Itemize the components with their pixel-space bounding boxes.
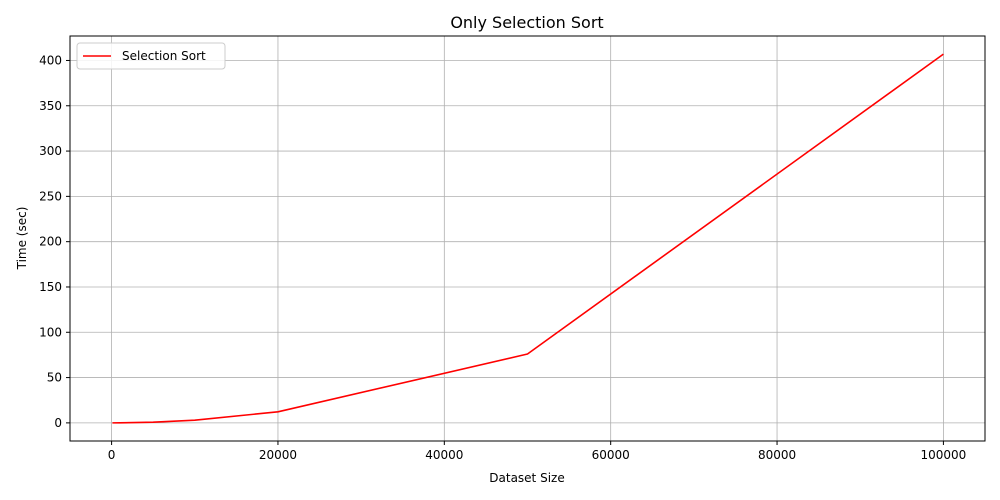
x-axis-label: Dataset Size bbox=[489, 471, 564, 485]
legend-label-selection-sort: Selection Sort bbox=[122, 49, 206, 63]
x-tick-label: 20000 bbox=[259, 448, 297, 462]
chart-title: Only Selection Sort bbox=[450, 13, 603, 32]
x-tick-label: 60000 bbox=[592, 448, 630, 462]
y-tick-label: 300 bbox=[39, 144, 62, 158]
series-layer bbox=[112, 53, 944, 424]
series-line-selection-sort bbox=[112, 53, 944, 424]
y-tick-label: 250 bbox=[39, 189, 62, 203]
y-tick-label: 400 bbox=[39, 53, 62, 67]
x-tick-label: 80000 bbox=[758, 448, 796, 462]
legend: Selection Sort bbox=[76, 42, 226, 70]
y-tick-label: 0 bbox=[54, 416, 62, 430]
plot-frame bbox=[69, 35, 986, 442]
x-tick-label: 0 bbox=[108, 448, 116, 462]
y-tick-label: 350 bbox=[39, 99, 62, 113]
y-tick-label: 100 bbox=[39, 325, 62, 339]
y-tick-label: 200 bbox=[39, 235, 62, 249]
y-tick-label: 150 bbox=[39, 280, 62, 294]
x-tick-label: 100000 bbox=[921, 448, 967, 462]
y-axis-label: Time (sec) bbox=[15, 207, 29, 271]
grid bbox=[70, 36, 985, 441]
ticks: 0 20000 40000 60000 80000 100000 0 50 100 150 200 2… bbox=[39, 53, 966, 462]
x-tick-label: 40000 bbox=[425, 448, 463, 462]
y-tick-label: 50 bbox=[47, 371, 62, 385]
legend-box bbox=[76, 42, 226, 70]
